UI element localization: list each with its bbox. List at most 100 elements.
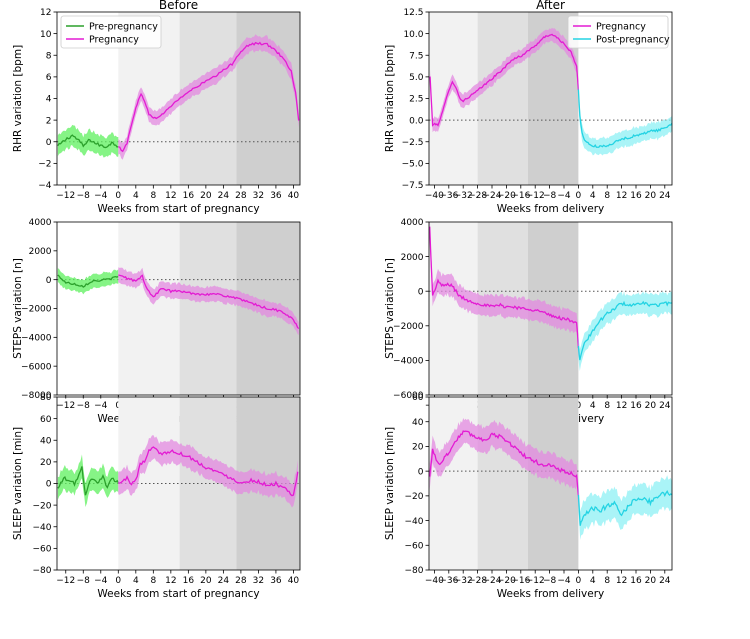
y-tick-label: 20 [412, 443, 424, 453]
y-tick-label: 6 [46, 73, 52, 83]
series-line-post-pregnancy [577, 489, 672, 526]
x-tick-label: −4 [557, 576, 571, 586]
legend-label: Pregnancy [596, 21, 646, 32]
y-tick-label: −6000 [393, 391, 424, 401]
x-tick-label: −28 [468, 576, 487, 586]
y-tick-label: 0.0 [409, 116, 424, 126]
x-tick-label: 20 [645, 401, 657, 411]
series-line-pregnancy [118, 41, 300, 153]
legend-label: Pregnancy [89, 34, 139, 45]
x-tick-label: 24 [218, 191, 230, 201]
y-tick-label: −2.5 [402, 138, 424, 148]
series-line-pre-pregnancy [57, 134, 119, 149]
x-tick-label: −24 [483, 576, 502, 586]
x-tick-label: 20 [200, 191, 212, 201]
legend-label: Pre-pregnancy [89, 21, 158, 32]
y-tick-label: −60 [405, 541, 424, 551]
y-tick-label: 0 [46, 480, 52, 490]
axes-frame [428, 396, 673, 571]
x-tick-label: 24 [659, 576, 671, 586]
legend-label: Post-pregnancy [596, 34, 670, 45]
y-axis-label: SLEEP variation [min] [384, 427, 396, 540]
x-tick-label: −32 [454, 576, 473, 586]
confidence-band-pre-pregnancy [57, 454, 119, 508]
series-line-pre-pregnancy [57, 466, 119, 496]
y-tick-label: −60 [33, 545, 52, 555]
y-tick-label: 2000 [29, 247, 52, 257]
confidence-band-pregnancy [118, 267, 299, 336]
x-tick-label: 24 [659, 191, 671, 201]
confidence-band-pregnancy [429, 417, 579, 509]
x-tick-label: 4 [590, 401, 596, 411]
x-tick-label: 8 [150, 191, 156, 201]
y-tick-label: 0 [418, 287, 424, 297]
x-tick-label: 4 [133, 576, 139, 586]
y-tick-label: 4000 [401, 218, 424, 228]
y-axis-label: SLEEP variation [min] [12, 427, 24, 540]
y-axis-label: STEPS variation [n] [384, 258, 396, 359]
x-tick-label: −8 [543, 576, 557, 586]
x-tick-label: −12 [526, 191, 545, 201]
y-tick-label: 40 [412, 418, 424, 428]
series-line-pre-pregnancy [57, 274, 119, 288]
y-tick-label: 80 [40, 393, 52, 403]
y-axis-label: RHR variation [bpm] [384, 45, 396, 152]
y-tick-label: 0 [418, 467, 424, 477]
x-tick-label: 16 [630, 191, 642, 201]
legend: Pregnancy Post-pregnancy [567, 15, 670, 49]
phase-shade-1 [429, 397, 478, 570]
panel-sleep_before: −12 −8 −4 0 4 8 12 16 20 24 28 32 36 40−80−60−40−2002… [12, 393, 301, 600]
confidence-band-pregnancy [429, 222, 579, 359]
x-tick-label: −4 [557, 191, 571, 201]
y-tick-label: 2 [46, 116, 52, 126]
legend-box [60, 15, 162, 49]
axes-frame [428, 221, 673, 396]
x-tick-label: 12 [165, 191, 176, 201]
y-tick-label: −4000 [393, 357, 424, 367]
x-tick-label: −16 [511, 576, 530, 586]
x-tick-label: 24 [218, 576, 230, 586]
x-tick-label: 20 [645, 576, 657, 586]
y-tick-label: −7.5 [402, 181, 424, 191]
y-tick-label: −2000 [393, 322, 424, 332]
y-tick-label: −40 [405, 517, 424, 527]
column-title-before: Before [159, 0, 198, 12]
x-tick-label: 40 [288, 576, 300, 586]
x-tick-label: −12 [56, 576, 75, 586]
x-tick-label: 0 [576, 401, 582, 411]
y-tick-label: 0 [46, 276, 52, 286]
x-tick-label: −20 [497, 191, 516, 201]
x-tick-label: −4 [94, 401, 108, 411]
x-tick-label: 8 [604, 401, 610, 411]
panel-steps_before: −12−8−40481216202428323640−8000−6000−400… [12, 218, 301, 425]
y-tick-label: −4 [38, 181, 52, 191]
x-tick-label: 16 [630, 576, 642, 586]
x-tick-label: 36 [270, 576, 282, 586]
x-tick-label: −36 [439, 576, 458, 586]
x-tick-label: 32 [253, 576, 264, 586]
y-tick-label: 10 [40, 30, 52, 40]
y-tick-label: −80 [405, 566, 424, 576]
x-tick-label: 40 [288, 191, 300, 201]
y-tick-label: 4 [46, 95, 52, 105]
x-tick-label: −40 [425, 576, 444, 586]
y-tick-label: −20 [405, 492, 424, 502]
x-tick-label: 36 [270, 191, 282, 201]
x-tick-label: 0 [115, 576, 121, 586]
y-tick-label: −40 [33, 523, 52, 533]
confidence-band-pre-pregnancy [57, 268, 119, 295]
confidence-band-post-pregnancy [578, 475, 672, 540]
y-tick-label: 60 [40, 415, 52, 425]
panel-rhr_after: −40−36−32−28−24−20−16−12−8 −4 0 4 8 12 16 20 24−… [384, 8, 673, 215]
y-tick-label: 12 [40, 8, 51, 18]
x-tick-label: 0 [576, 191, 582, 201]
x-tick-label: 16 [183, 191, 195, 201]
y-tick-label: 2.5 [409, 95, 423, 105]
x-tick-label: −20 [497, 576, 516, 586]
phase-shade-2 [179, 222, 237, 395]
confidence-band-pregnancy [430, 27, 579, 133]
x-tick-label: −4 [94, 576, 108, 586]
y-tick-label: 10.0 [403, 30, 423, 40]
x-tick-label: −24 [483, 191, 502, 201]
y-tick-label: −80 [33, 566, 52, 576]
